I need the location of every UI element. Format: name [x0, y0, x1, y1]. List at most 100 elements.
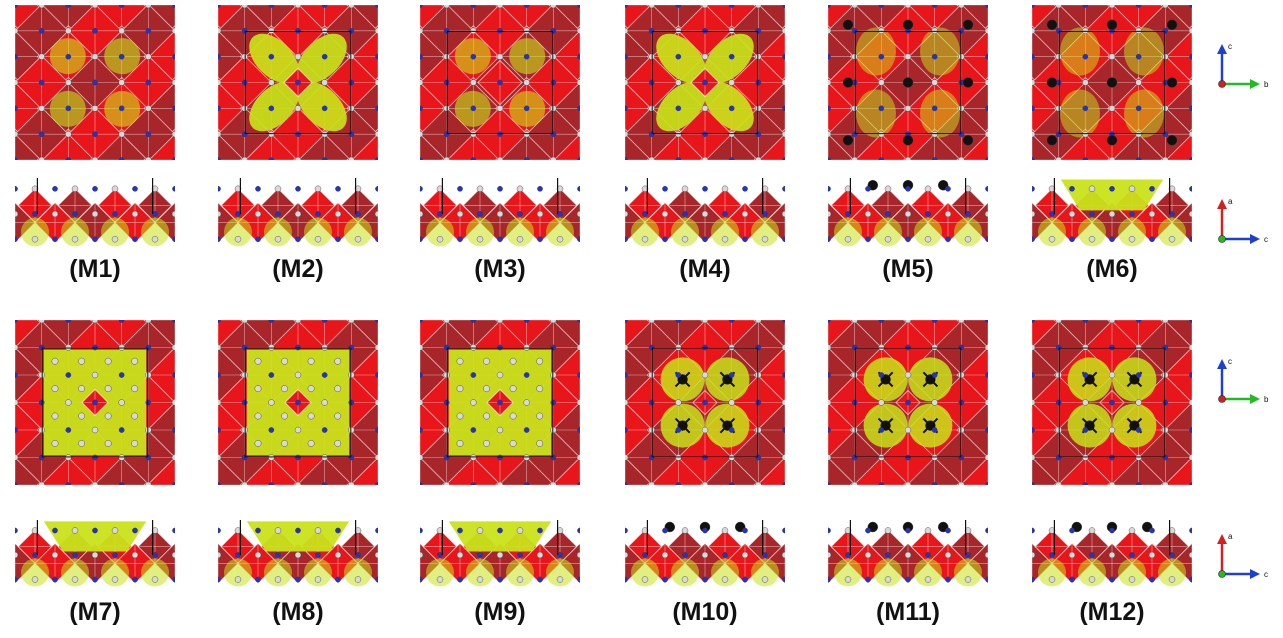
oxygen-atom [1082, 399, 1089, 406]
cation-atom [985, 527, 988, 534]
cation-atom [702, 399, 708, 406]
oxygen-atom [648, 5, 655, 9]
cation-atom [878, 320, 885, 323]
oxygen-atom [321, 79, 328, 86]
adsorbate-layer [671, 217, 699, 247]
oxygen-atom [1088, 576, 1096, 583]
adsorbate-layer [751, 217, 779, 247]
cation-atom [1055, 131, 1062, 137]
oxygen-atom [728, 130, 735, 138]
oxygen-atom [51, 210, 59, 218]
oxygen-atom [51, 551, 59, 559]
cation-atom [755, 131, 762, 137]
black-atom [902, 135, 914, 146]
cation-atom [92, 344, 98, 351]
cation-atom [295, 186, 301, 192]
adsorbate-layer [141, 217, 169, 247]
adsorbate-layer [1118, 217, 1146, 247]
cation-atom [1055, 399, 1062, 406]
oxygen-atom [496, 5, 504, 9]
oxygen-atom [1055, 371, 1062, 379]
vertical-axis-label: c [1228, 357, 1232, 366]
cation-atom [275, 552, 281, 558]
cation-atom [497, 344, 503, 351]
oxygen-atom [641, 576, 649, 583]
oxygen-atom [348, 105, 355, 112]
cation-atom [420, 105, 423, 112]
cation-atom [38, 131, 45, 137]
black-atom [842, 135, 854, 146]
cation-atom [945, 236, 951, 243]
oxygen-atom [851, 156, 858, 160]
cation-atom [625, 105, 628, 112]
cation-atom [1135, 105, 1142, 112]
cation-atom [662, 576, 668, 583]
oxygen-atom [625, 79, 629, 86]
cation-atom [865, 576, 871, 583]
horizontal-axis-label: b [1264, 80, 1269, 89]
black-atom [842, 77, 854, 88]
oxygen-atom [1148, 210, 1156, 218]
oxygen-atom [878, 130, 885, 138]
adsorbate-layer [914, 217, 942, 247]
oxygen-atom [31, 236, 39, 243]
cation-atom [1135, 372, 1142, 378]
cation-atom [931, 427, 938, 433]
oxygen-atom [294, 481, 302, 485]
black-atom [1046, 19, 1058, 30]
oxygen-atom [218, 399, 222, 406]
adsorbate-layer [874, 558, 902, 587]
surface-atom [281, 357, 288, 365]
model-label: (M9) [474, 598, 526, 626]
oxygen-atom [741, 210, 749, 218]
cation-atom [662, 236, 668, 243]
cation-atom [662, 527, 668, 534]
oxygen-atom [864, 551, 872, 559]
cation-atom [1082, 372, 1089, 378]
oxygen-atom [476, 236, 484, 243]
adsorbate-lobe [656, 33, 706, 84]
oxygen-atom [65, 130, 72, 138]
cation-atom [742, 527, 748, 534]
adsorbate-layer [751, 558, 779, 587]
oxygen-atom [1108, 426, 1116, 434]
oxygen-atom [781, 130, 785, 138]
cation-atom [15, 372, 18, 378]
cation-atom [241, 28, 248, 34]
cation-atom [92, 527, 98, 534]
oxygen-atom [65, 399, 72, 406]
oxygen-atom [755, 5, 762, 9]
oxygen-atom [904, 156, 912, 160]
cation-atom [218, 53, 221, 60]
oxygen-atom [496, 426, 504, 434]
cation-atom [755, 28, 762, 34]
cation-atom [15, 5, 18, 8]
cation-atom [648, 454, 655, 461]
adsorbate-layer [506, 558, 534, 587]
cation-atom [145, 454, 152, 461]
cation-atom [702, 131, 708, 137]
oxygen-atom [38, 426, 45, 434]
cation-atom [523, 105, 530, 112]
oxygen-atom [516, 576, 524, 583]
oxygen-atom [38, 156, 45, 160]
cation-atom [865, 186, 871, 192]
oxygen-atom [1168, 236, 1176, 243]
side-view-panel [218, 520, 378, 590]
oxygen-atom [1188, 130, 1192, 138]
adsorbate-layer [61, 217, 89, 247]
oxygen-atom [755, 371, 762, 379]
surface-atom [104, 385, 112, 393]
adsorbate-layer [1060, 27, 1100, 76]
adsorbate-layer [264, 558, 292, 587]
adsorbate-layer [1060, 89, 1100, 138]
oxygen-atom [550, 481, 557, 485]
oxygen-atom [576, 210, 580, 218]
oxygen-atom [1108, 210, 1116, 218]
cation-atom [295, 79, 301, 86]
cation-atom [742, 186, 748, 192]
cation-atom [348, 399, 355, 406]
surface-atom [509, 357, 517, 365]
